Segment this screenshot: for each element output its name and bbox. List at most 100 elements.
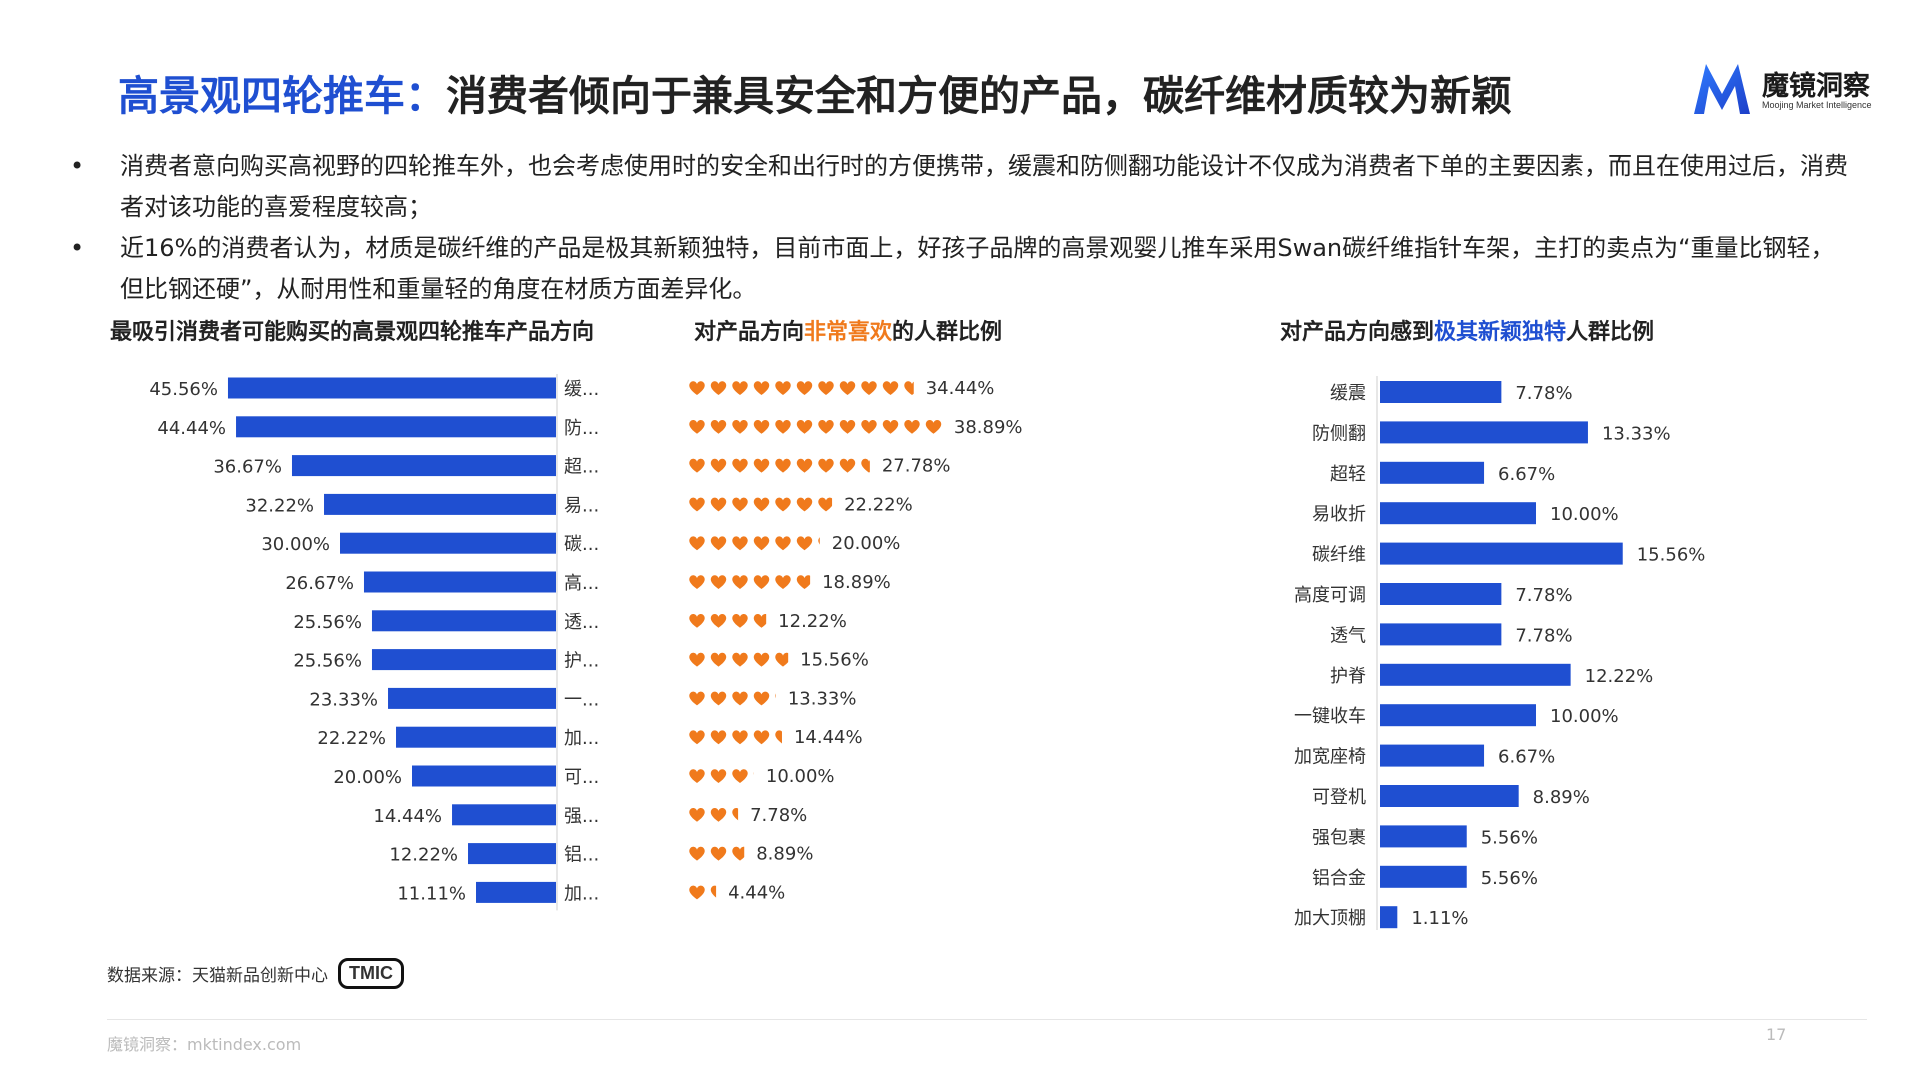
bar-value-label: 44.44% [157, 418, 226, 439]
bar-value-label: 23.33% [309, 689, 378, 710]
bar [1380, 381, 1502, 403]
partial-heart-icon [796, 575, 811, 589]
bullet-marker: • [70, 152, 85, 180]
heart-value-label: 7.78% [750, 805, 807, 826]
category-label: 铝... [564, 845, 599, 866]
heart-value-label: 34.44% [926, 378, 995, 399]
right-chart-title: 对产品方向感到极其新颖独特人群比例 [1280, 314, 1654, 346]
partial-heart-icon [904, 381, 914, 395]
heart-icon [882, 419, 899, 434]
category-label: 铝合金 [1312, 868, 1366, 889]
category-label: 一... [564, 689, 599, 710]
page-title: 高景观四轮推车：消费者倾向于兼具安全和方便的产品，碳纤维材质较为新颖 [118, 62, 1512, 122]
bar [1380, 744, 1485, 767]
middle-title-highlight: 非常喜欢 [804, 320, 893, 345]
bullet-text: 近16%的消费者认为，材质是碳纤维的产品是极其新颖独特，目前市面上，好孩子品牌的… [120, 234, 1835, 303]
heart-icon [796, 536, 813, 551]
bar-value-label: 12.22% [1585, 666, 1654, 687]
heart-icon [710, 458, 727, 473]
bar [476, 881, 556, 903]
bar [291, 455, 556, 477]
heart-icon [710, 381, 727, 395]
heart-icon [796, 497, 813, 512]
category-label: 防侧翻 [1312, 423, 1366, 444]
bullet-item: • 近16%的消费者认为，材质是碳纤维的产品是极其新颖独特，目前市面上，好孩子品… [70, 228, 1850, 310]
heart-icon [861, 419, 877, 434]
heart-value-label: 4.44% [728, 882, 785, 903]
heart-icon [796, 458, 813, 473]
right-title-highlight: 极其新颖独特 [1434, 320, 1567, 345]
bar [1380, 421, 1588, 444]
heart-value-label: 12.22% [778, 611, 847, 632]
heart-icon [775, 458, 791, 473]
heart-icon [732, 652, 748, 667]
heart-icon [710, 769, 727, 783]
bar-value-label: 6.67% [1498, 464, 1555, 485]
heart-icon [732, 769, 748, 783]
heart-icon [775, 419, 791, 434]
category-label: 加大顶棚 [1294, 908, 1366, 929]
partial-heart-icon [818, 497, 833, 512]
heart-value-label: 22.22% [844, 494, 913, 515]
right-title-post: 人群比例 [1566, 320, 1655, 345]
bar [340, 532, 556, 554]
category-label: 一键收车 [1294, 706, 1366, 727]
data-source: 数据来源：天猫新品创新中心 TMIC [107, 958, 404, 989]
heart-icon [753, 652, 770, 667]
bullet-marker: • [70, 234, 85, 262]
category-label: 易收折 [1312, 504, 1366, 525]
heart-value-label: 10.00% [766, 766, 835, 787]
tmic-logo: TMIC [338, 958, 404, 989]
bar-value-label: 25.56% [293, 612, 362, 633]
heart-icon [796, 381, 813, 395]
heart-icon [710, 652, 727, 667]
category-label: 加宽座椅 [1294, 747, 1366, 768]
right-title-pre: 对产品方向感到 [1280, 320, 1435, 345]
heart-icon [732, 613, 748, 628]
partial-heart-icon [753, 614, 767, 628]
left-chart-title: 最吸引消费者可能购买的高景观四轮推车产品方向 [110, 320, 595, 345]
category-label: 护脊 [1330, 666, 1366, 687]
heart-icon [689, 458, 705, 473]
category-label: 可登机 [1312, 787, 1366, 808]
bar-value-label: 7.78% [1515, 383, 1572, 404]
footer-divider [107, 1019, 1867, 1020]
bar-value-label: 11.11% [397, 883, 466, 904]
heart-icon [796, 419, 813, 434]
category-label: 超轻 [1330, 464, 1366, 485]
bar [452, 804, 556, 826]
heart-icon [689, 769, 705, 783]
footer-site: 魔镜洞察：mktindex.com [107, 1035, 302, 1054]
bar [1380, 865, 1467, 888]
bar [227, 377, 556, 399]
page-number: 17 [1766, 1025, 1787, 1044]
bar-value-label: 10.00% [1550, 504, 1619, 525]
partial-heart-icon [710, 885, 717, 898]
bar [1380, 583, 1502, 605]
category-label: 高度可调 [1294, 585, 1366, 606]
page-title-rest: 消费者倾向于兼具安全和方便的产品，碳纤维材质较为新颖 [446, 72, 1512, 120]
heart-icon [689, 730, 705, 745]
category-label: 透... [564, 612, 599, 633]
heart-icon [689, 613, 705, 628]
heart-icon [753, 381, 770, 395]
bar-value-label: 36.67% [213, 457, 282, 478]
heart-value-label: 14.44% [794, 727, 863, 748]
bar-value-label: 25.56% [293, 651, 362, 672]
heart-value-label: 13.33% [788, 688, 857, 709]
heart-icon [689, 691, 705, 706]
heart-icon [732, 730, 748, 745]
category-label: 碳... [564, 534, 599, 555]
heart-icon [689, 536, 705, 551]
heart-icon [710, 730, 727, 745]
category-label: 碳纤维 [1312, 545, 1366, 566]
heart-icon [904, 419, 920, 434]
heart-icon [753, 497, 770, 512]
heart-icon [689, 846, 705, 861]
bar-value-label: 7.78% [1515, 625, 1572, 646]
middle-heart-chart: 34.44% 38.89%27.78% 22.22% 20.00% 18.89% 12.2… [689, 378, 1023, 903]
brand-name: 魔镜洞察 [1762, 71, 1870, 102]
partial-heart-icon [732, 846, 745, 861]
heart-icon [753, 575, 770, 589]
heart-value-label: 20.00% [832, 533, 901, 554]
